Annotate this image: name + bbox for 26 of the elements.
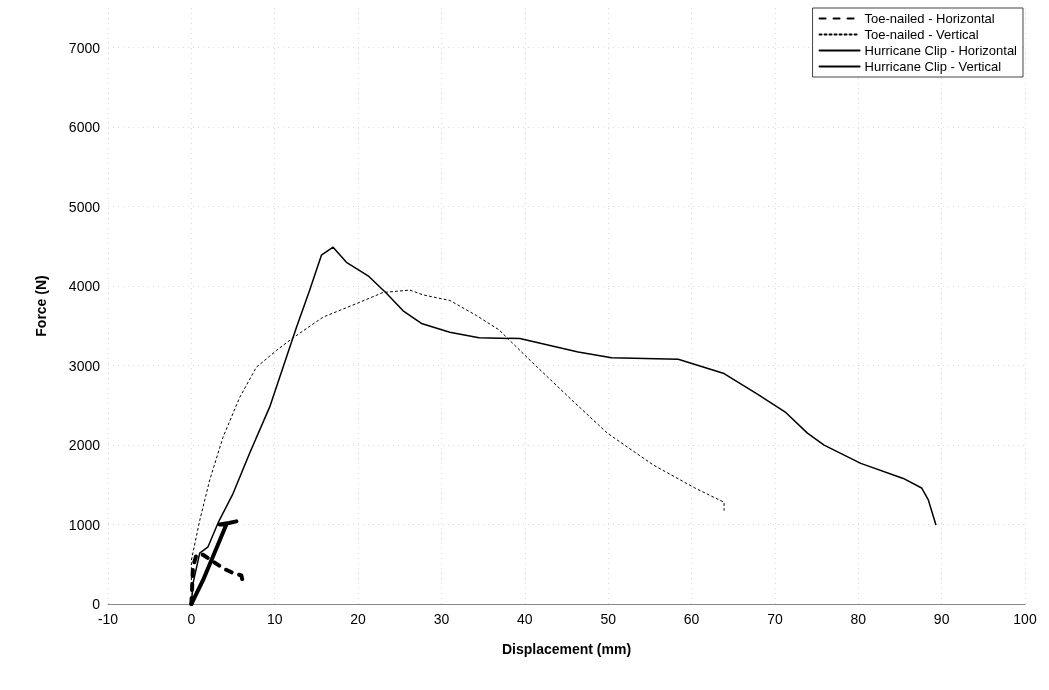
x-tick-label: -10 [97, 611, 119, 627]
y-tick-label: 3000 [68, 357, 101, 374]
x-tick-label: 100 [1013, 611, 1037, 627]
x-axis-title: Displacement (mm) [501, 641, 632, 657]
x-tick-label: 80 [850, 611, 867, 627]
x-tick-label: 70 [767, 611, 783, 627]
y-tick-label: 6000 [68, 119, 101, 136]
x-tick-label: 10 [266, 611, 283, 627]
x-tick-label: 60 [683, 611, 700, 627]
legend-label: Hurricane Clip - Vertical [864, 59, 1002, 74]
x-tick-label: 0 [187, 611, 196, 627]
y-tick-label: 7000 [68, 39, 101, 56]
y-axis-title: Force (N) [33, 275, 49, 337]
x-tick-label: 50 [600, 611, 617, 627]
legend-label: Hurricane Clip - Horizontal [864, 43, 1018, 58]
legend-label: Toe-nailed - Horizontal [864, 11, 995, 26]
y-tick-label: 2000 [68, 437, 101, 454]
y-tick-label: 4000 [68, 278, 101, 295]
x-tick-label: 90 [933, 611, 950, 627]
x-tick-label: 40 [517, 611, 533, 627]
x-tick-label: 30 [433, 611, 450, 627]
x-tick-label: 20 [350, 611, 367, 627]
legend-label: Toe-nailed - Vertical [864, 27, 979, 42]
y-tick-label: 5000 [68, 198, 101, 215]
y-tick-label: 1000 [68, 516, 101, 533]
y-tick-label: 0 [92, 596, 101, 612]
